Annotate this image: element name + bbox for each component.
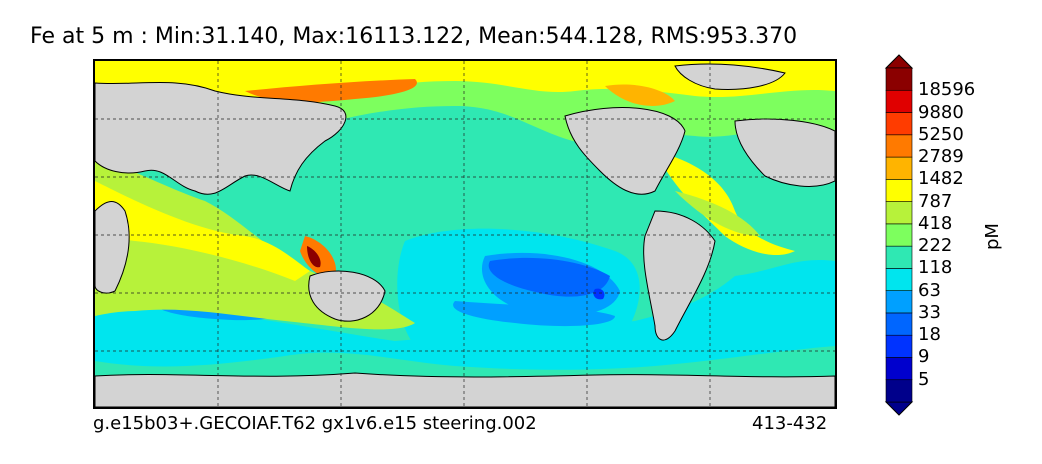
years-label: 413-432: [752, 413, 828, 434]
colorbar-swatch: [885, 89, 913, 113]
colorbar-swatch: [885, 67, 913, 91]
colorbar: [884, 54, 914, 416]
land-masses: [95, 63, 835, 407]
colorbar-swatch: [885, 312, 913, 336]
colorbar-swatch: [885, 134, 913, 158]
colorbar-tick-label: 222: [918, 235, 953, 257]
colorbar-swatch: [885, 379, 913, 403]
colorbar-min-extend: [884, 401, 914, 416]
colorbar-tick-label: 118: [918, 257, 953, 279]
colorbar-tick-label: 1482: [918, 168, 964, 190]
colorbar-swatch: [885, 156, 913, 180]
colorbar-tick-label: 5250: [918, 123, 964, 145]
southern-ocean-63-118-region: [95, 259, 835, 370]
africa-land: [95, 201, 130, 294]
graticule-lines: [95, 61, 835, 407]
europe-africa-land: [734, 118, 835, 187]
colorbar-tick-label: 418: [918, 212, 953, 234]
colorbar-swatch: [885, 223, 913, 247]
colorbar-swatch: [885, 357, 913, 381]
colorbar-swatch: [885, 334, 913, 358]
plot-title: Fe at 5 m : Min:31.140, Max:16113.122, M…: [30, 24, 798, 49]
canada-1482-2789-region: [605, 84, 675, 106]
south-america-land: [643, 210, 716, 341]
map-panel: [93, 59, 837, 409]
atlantic-418-787-region: [675, 191, 760, 236]
colorbar-tick-label: 9880: [918, 101, 964, 123]
ocean-field-map: [95, 61, 835, 407]
south-pacific-33-63-region: [453, 301, 615, 327]
colorbar-swatch: [885, 112, 913, 136]
ocean-18-33-region: [488, 257, 610, 297]
okhotsk-2789-5250-region: [245, 79, 417, 103]
greenland-land: [674, 63, 786, 90]
colorbar-max-extend: [884, 54, 914, 69]
case-name-label: g.e15b03+.GECOIAF.T62 gx1v6.e15 steering…: [93, 413, 537, 434]
colorbar-tick-label: 63: [918, 279, 941, 301]
colorbar-tick-label: 33: [918, 301, 941, 323]
colorbar-tick-label: 18: [918, 324, 941, 346]
indian-coast-787-1482-region: [95, 181, 310, 281]
colorbar-swatch: [885, 201, 913, 225]
new-guinea-max-spot: [307, 246, 321, 268]
colorbar-swatch: [885, 290, 913, 314]
colorbar-swatch: [885, 245, 913, 269]
ocean-9-18-spot: [593, 288, 605, 300]
colorbar-tick-label: 2789: [918, 146, 964, 168]
colorbar-swatch: [885, 268, 913, 291]
colorbar-tick-label: 5: [918, 368, 930, 390]
antarctica-land: [95, 372, 835, 407]
colorbar-tick-label: 18596: [918, 79, 976, 101]
colorbar-swatch: [885, 179, 913, 202]
australia-land: [308, 270, 386, 322]
north-america-land: [564, 107, 686, 195]
colorbar-tick-label: 9: [918, 346, 930, 368]
colorbar-unit-label: pM: [982, 223, 1003, 250]
colorbar-tick-label: 787: [918, 190, 953, 212]
eurasia-land: [95, 82, 347, 195]
